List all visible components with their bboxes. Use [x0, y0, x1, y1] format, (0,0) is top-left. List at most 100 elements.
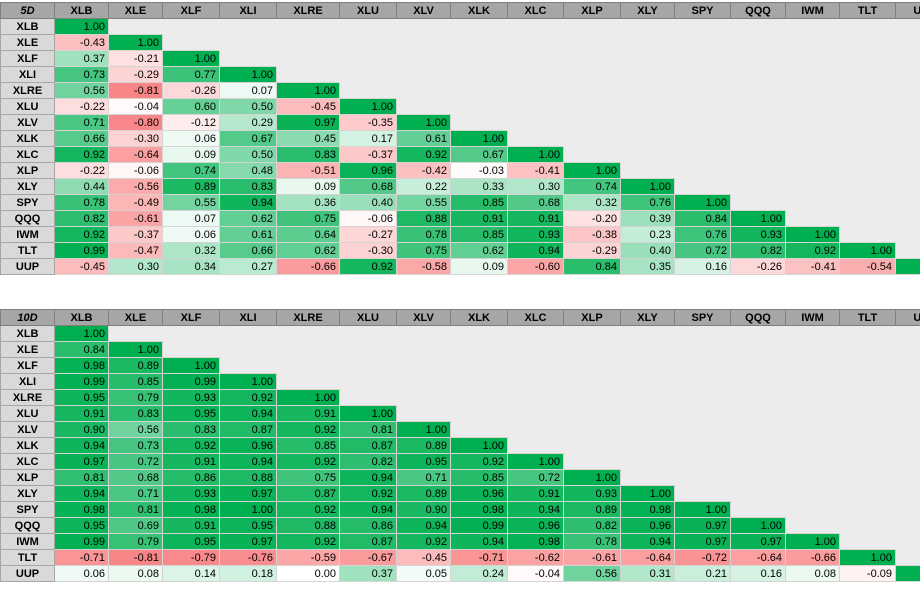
correlation-cell[interactable]: 0.68: [108, 469, 163, 486]
correlation-cell[interactable]: 0.81: [108, 501, 163, 518]
empty-cell[interactable]: [730, 485, 786, 502]
correlation-cell[interactable]: -0.41: [785, 258, 840, 275]
correlation-cell[interactable]: -0.45: [396, 549, 451, 566]
correlation-cell[interactable]: -0.51: [276, 162, 340, 179]
empty-cell[interactable]: [839, 146, 896, 163]
empty-cell[interactable]: [839, 373, 896, 390]
empty-cell[interactable]: [785, 178, 840, 195]
correlation-cell[interactable]: 0.92: [450, 453, 508, 470]
empty-cell[interactable]: [839, 50, 896, 67]
correlation-cell[interactable]: 0.96: [219, 437, 277, 454]
correlation-cell[interactable]: -0.27: [339, 226, 397, 243]
correlation-cell[interactable]: 0.16: [730, 565, 786, 582]
column-header-xlre[interactable]: XLRE: [276, 2, 340, 19]
empty-cell[interactable]: [276, 373, 340, 390]
empty-cell[interactable]: [507, 373, 564, 390]
correlation-cell[interactable]: 1.00: [839, 549, 896, 566]
correlation-cell[interactable]: 0.99: [54, 242, 109, 259]
correlation-cell[interactable]: 0.97: [730, 533, 786, 550]
correlation-cell[interactable]: 0.87: [339, 533, 397, 550]
empty-cell[interactable]: [839, 469, 896, 486]
correlation-cell[interactable]: 0.94: [339, 469, 397, 486]
column-header-xli[interactable]: XLI: [219, 2, 277, 19]
empty-cell[interactable]: [620, 146, 675, 163]
empty-cell[interactable]: [730, 405, 786, 422]
correlation-cell[interactable]: 0.98: [54, 501, 109, 518]
correlation-cell[interactable]: -0.59: [276, 549, 340, 566]
row-header-uup[interactable]: UUP: [0, 565, 55, 582]
correlation-cell[interactable]: 0.44: [54, 178, 109, 195]
correlation-cell[interactable]: -0.06: [339, 210, 397, 227]
correlation-cell[interactable]: -0.03: [450, 162, 508, 179]
correlation-cell[interactable]: 0.07: [219, 82, 277, 99]
empty-cell[interactable]: [450, 389, 508, 406]
empty-cell[interactable]: [507, 66, 564, 83]
correlation-cell[interactable]: 0.94: [219, 453, 277, 470]
correlation-cell[interactable]: 0.24: [450, 565, 508, 582]
empty-cell[interactable]: [620, 341, 675, 358]
empty-cell[interactable]: [162, 341, 220, 358]
correlation-cell[interactable]: 1.00: [219, 373, 277, 390]
empty-cell[interactable]: [620, 130, 675, 147]
empty-cell[interactable]: [839, 114, 896, 131]
empty-cell[interactable]: [785, 341, 840, 358]
empty-cell[interactable]: [219, 50, 277, 67]
correlation-cell[interactable]: 0.94: [54, 437, 109, 454]
correlation-cell[interactable]: 0.83: [276, 146, 340, 163]
correlation-cell[interactable]: 0.98: [54, 357, 109, 374]
empty-cell[interactable]: [620, 66, 675, 83]
correlation-cell[interactable]: 0.92: [339, 485, 397, 502]
correlation-cell[interactable]: 0.78: [563, 533, 621, 550]
correlation-cell[interactable]: -0.37: [108, 226, 163, 243]
correlation-cell[interactable]: 0.95: [162, 533, 220, 550]
column-header-iwm[interactable]: IWM: [785, 309, 840, 326]
empty-cell[interactable]: [839, 325, 896, 342]
correlation-cell[interactable]: 0.97: [674, 533, 731, 550]
correlation-cell[interactable]: 0.61: [219, 226, 277, 243]
empty-cell[interactable]: [507, 82, 564, 99]
correlation-cell[interactable]: 1.00: [674, 501, 731, 518]
empty-cell[interactable]: [895, 533, 920, 550]
correlation-cell[interactable]: -0.26: [730, 258, 786, 275]
correlation-cell[interactable]: 0.92: [219, 389, 277, 406]
empty-cell[interactable]: [276, 66, 340, 83]
correlation-cell[interactable]: 0.05: [396, 565, 451, 582]
correlation-cell[interactable]: -0.04: [108, 98, 163, 115]
correlation-cell[interactable]: 0.30: [108, 258, 163, 275]
empty-cell[interactable]: [276, 325, 340, 342]
correlation-cell[interactable]: 0.74: [563, 178, 621, 195]
empty-cell[interactable]: [785, 50, 840, 67]
empty-cell[interactable]: [895, 242, 920, 259]
empty-cell[interactable]: [895, 114, 920, 131]
correlation-cell[interactable]: 0.99: [162, 373, 220, 390]
correlation-cell[interactable]: 0.89: [563, 501, 621, 518]
correlation-cell[interactable]: 0.37: [54, 50, 109, 67]
correlation-cell[interactable]: 0.93: [162, 485, 220, 502]
correlation-cell[interactable]: 0.82: [563, 517, 621, 534]
column-header-xle[interactable]: XLE: [108, 309, 163, 326]
empty-cell[interactable]: [839, 501, 896, 518]
empty-cell[interactable]: [339, 82, 397, 99]
correlation-cell[interactable]: 0.84: [563, 258, 621, 275]
column-header-uup[interactable]: UUP: [895, 309, 920, 326]
empty-cell[interactable]: [839, 226, 896, 243]
column-header-xlv[interactable]: XLV: [396, 309, 451, 326]
period-label[interactable]: 5D: [0, 2, 55, 19]
correlation-cell[interactable]: 1.00: [730, 210, 786, 227]
correlation-cell[interactable]: 0.95: [396, 453, 451, 470]
empty-cell[interactable]: [507, 341, 564, 358]
correlation-cell[interactable]: 1.00: [396, 421, 451, 438]
column-header-xly[interactable]: XLY: [620, 309, 675, 326]
empty-cell[interactable]: [563, 421, 621, 438]
empty-cell[interactable]: [219, 325, 277, 342]
correlation-cell[interactable]: 0.88: [219, 469, 277, 486]
correlation-cell[interactable]: 0.37: [339, 565, 397, 582]
correlation-cell[interactable]: 1.00: [276, 82, 340, 99]
correlation-cell[interactable]: 0.89: [162, 178, 220, 195]
correlation-cell[interactable]: 0.72: [674, 242, 731, 259]
correlation-cell[interactable]: 0.50: [219, 146, 277, 163]
empty-cell[interactable]: [507, 114, 564, 131]
empty-cell[interactable]: [895, 421, 920, 438]
empty-cell[interactable]: [674, 469, 731, 486]
empty-cell[interactable]: [620, 114, 675, 131]
